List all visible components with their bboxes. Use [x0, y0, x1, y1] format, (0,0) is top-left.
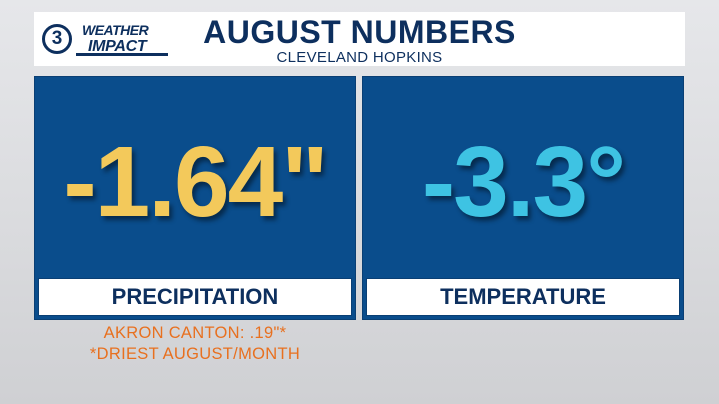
- precipitation-value: -1.64": [63, 126, 328, 238]
- temperature-value: -3.3°: [421, 126, 626, 238]
- weather-impact-logo: 3 WEATHER IMPACT: [40, 20, 170, 60]
- precipitation-label-box: PRECIPITATION: [38, 278, 352, 316]
- akron-canton-note: AKRON CANTON: .19"*: [103, 324, 287, 342]
- precipitation-label: PRECIPITATION: [111, 284, 279, 309]
- temperature-label-box: TEMPERATURE: [366, 278, 680, 316]
- logo-impact-text: IMPACT: [88, 38, 147, 55]
- logo-weather-text: WEATHER: [82, 22, 149, 38]
- temperature-panel: -3.3° TEMPERATURE: [362, 76, 684, 320]
- logo-underline: [76, 53, 168, 56]
- page-subtitle: CLEVELAND HOPKINS: [276, 49, 443, 66]
- channel-3-logo-icon: 3: [42, 24, 72, 54]
- driest-month-note: *DRIEST AUGUST/MONTH: [89, 345, 301, 363]
- header-bar: 3 WEATHER IMPACT AUGUST NUMBERS CLEVELAN…: [34, 12, 685, 66]
- temperature-label: TEMPERATURE: [440, 284, 606, 309]
- precipitation-panel: -1.64" PRECIPITATION: [34, 76, 356, 320]
- page-title: AUGUST NUMBERS: [203, 14, 516, 50]
